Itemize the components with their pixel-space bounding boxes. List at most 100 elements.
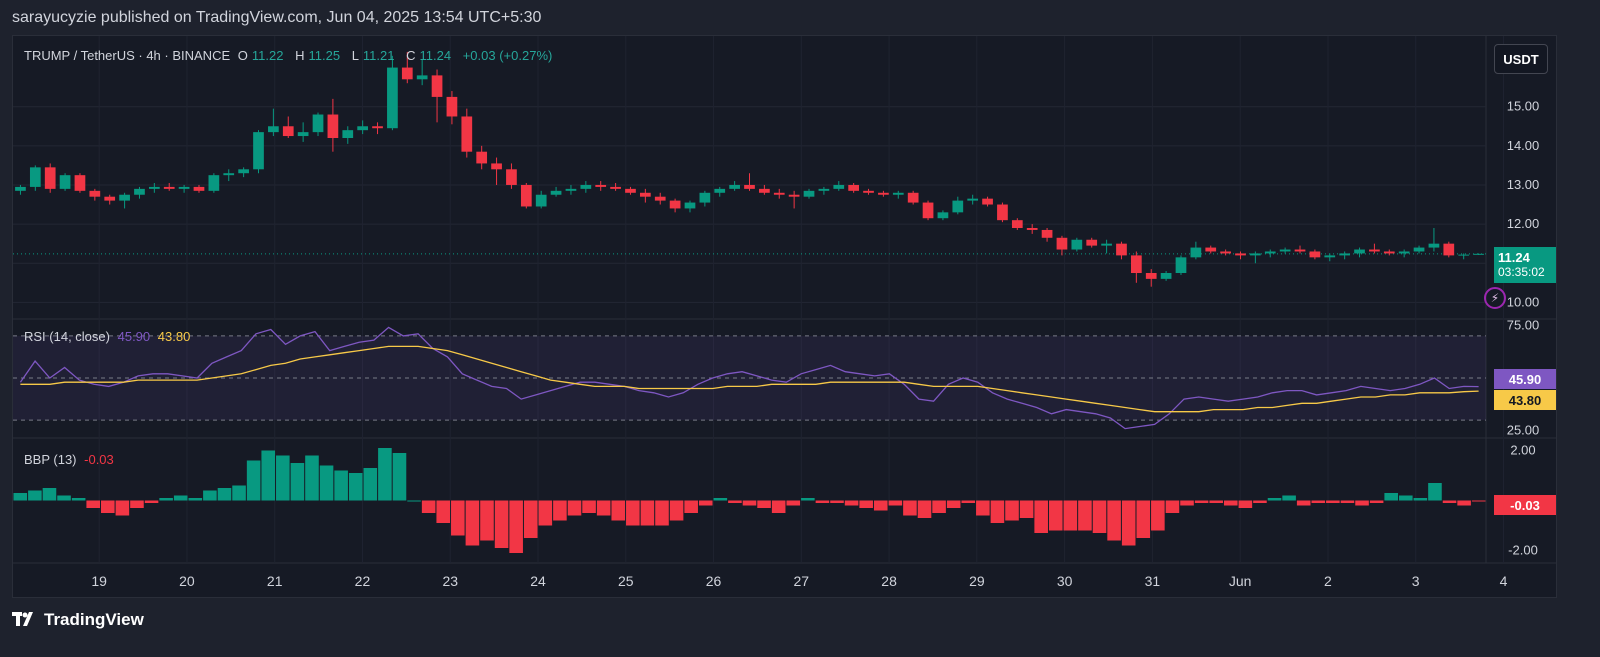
candle	[997, 204, 1008, 221]
bbp-bar	[917, 500, 932, 518]
bbp-bar	[698, 500, 713, 506]
bbp-bar	[436, 500, 451, 523]
bbp-bar	[86, 500, 101, 508]
bbp-bar	[1238, 500, 1253, 508]
bbp-bar	[684, 500, 698, 513]
bbp-bar	[509, 500, 523, 553]
candle	[892, 192, 904, 195]
candle	[401, 67, 413, 80]
footer-brand-text: TradingView	[44, 610, 144, 629]
bbp-tick-label: -2.00	[1508, 543, 1538, 558]
candle	[773, 192, 785, 195]
bbp-bar	[1107, 500, 1121, 541]
bbp-bar	[1223, 500, 1238, 506]
footer-brand[interactable]: TradingView	[12, 610, 144, 630]
bbp-bar	[1311, 500, 1326, 503]
time-tick-label: 2	[1324, 573, 1332, 589]
bbp-bar	[1457, 500, 1471, 506]
bbp-bar	[523, 500, 538, 538]
candle	[1264, 251, 1276, 254]
bbp-bar	[378, 448, 392, 501]
candle	[1383, 251, 1395, 254]
bbp-tick-label: 2.00	[1510, 443, 1535, 458]
time-tick-label: 20	[179, 573, 195, 589]
candle	[684, 202, 696, 209]
candle	[610, 186, 621, 189]
bbp-bar	[57, 495, 71, 501]
candle	[1190, 247, 1202, 258]
bbp-bar	[407, 500, 421, 502]
candle	[461, 116, 473, 152]
candle	[550, 190, 562, 195]
bbp-bar	[1194, 500, 1209, 503]
candle	[714, 188, 726, 193]
bbp-legend[interactable]: BBP (13) -0.03	[24, 452, 118, 467]
candle	[535, 194, 547, 207]
bbp-bar	[1428, 483, 1442, 501]
candle	[803, 190, 815, 197]
chart-frame[interactable]: 15.00 14.00 13.00 12.00 10.00 19 20 21 22 23 24 25 2…	[12, 35, 1557, 598]
last-price-tag: 11.24 03:35:02	[1494, 247, 1556, 283]
candle	[59, 175, 71, 189]
candle	[253, 132, 264, 170]
candle	[625, 188, 636, 193]
time-tick-label: 19	[91, 573, 107, 589]
rsi-label: RSI (14, close)	[24, 329, 110, 344]
candle	[878, 192, 889, 195]
candle	[327, 114, 339, 138]
rsi-legend[interactable]: RSI (14, close) 45.90 43.80	[24, 329, 194, 344]
candle	[967, 198, 979, 201]
symbol-title[interactable]: TRUMP / TetherUS · 4h · BINANCE	[24, 48, 231, 63]
candle	[148, 186, 160, 189]
bbp-bar	[713, 498, 728, 501]
candle	[29, 167, 41, 187]
time-tick-label: 31	[1145, 573, 1161, 589]
bbp-value: -0.03	[84, 452, 114, 467]
candle	[74, 175, 86, 191]
bbp-bar	[1063, 500, 1078, 531]
rsi-tick-label: 75.00	[1507, 317, 1540, 332]
bbp-bar	[1296, 500, 1311, 506]
bbp-bar	[815, 500, 830, 503]
bbp-bar	[903, 500, 917, 516]
candle	[1279, 249, 1291, 252]
time-tick-label: 30	[1057, 573, 1073, 589]
bbp-bar	[1136, 500, 1151, 538]
rsi-line	[19, 326, 1479, 430]
bbp-bar	[276, 455, 290, 501]
alert-clock-icon[interactable]: ⚡	[1484, 287, 1506, 309]
price-tick-label: 10.00	[1507, 294, 1540, 309]
bbp-bar	[771, 500, 786, 513]
bbp-bar	[451, 500, 465, 536]
time-tick-label: 28	[881, 573, 897, 589]
currency-button[interactable]: USDT	[1494, 44, 1548, 74]
bbp-bar	[538, 500, 553, 526]
bbp-value-tag: -0.03	[1494, 495, 1556, 515]
bbp-bar	[71, 498, 86, 501]
time-tick-label: 26	[706, 573, 722, 589]
ohlc-change: +0.03 (+0.27%)	[462, 48, 553, 63]
bbp-bar	[319, 465, 334, 501]
price-tick-label: 13.00	[1507, 177, 1540, 192]
candle	[699, 192, 711, 203]
bbp-bar	[990, 500, 1005, 523]
bbp-label: BBP (13)	[24, 452, 77, 467]
candle	[89, 190, 101, 197]
bbp-bar	[859, 500, 873, 508]
candle	[729, 184, 740, 189]
rsi-tick-label: 25.00	[1507, 423, 1540, 438]
candle	[119, 194, 130, 201]
bbp-bar	[1078, 500, 1092, 531]
candle	[342, 130, 354, 138]
bbp-bar	[582, 500, 596, 513]
bbp-bar	[742, 500, 757, 506]
bbp-bar	[28, 490, 42, 501]
candle	[565, 188, 577, 191]
bbp-bar	[246, 460, 261, 501]
bbp-bar	[101, 500, 115, 513]
bbp-bar	[1048, 500, 1063, 531]
candle	[639, 192, 651, 197]
candle	[1056, 237, 1068, 250]
bbp-bar	[42, 488, 57, 501]
